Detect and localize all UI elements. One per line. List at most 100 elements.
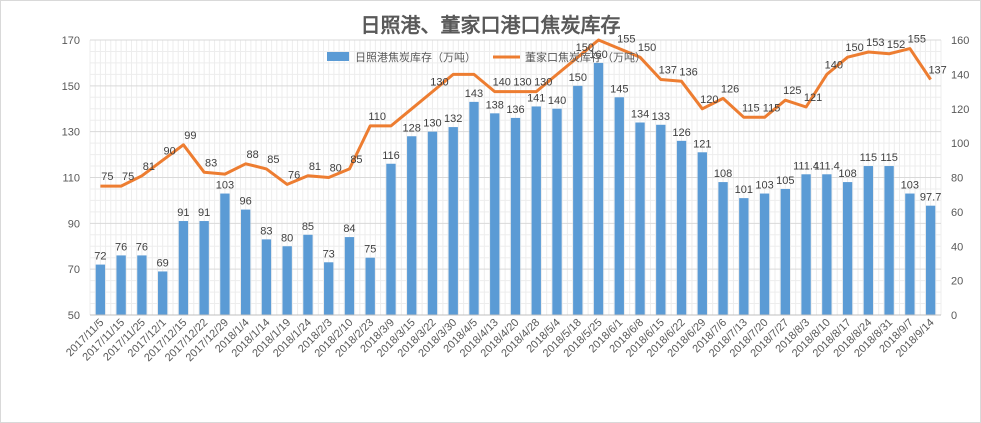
bar-data-label: 97.7 xyxy=(920,192,941,204)
bar xyxy=(220,193,230,315)
bar-data-label: 130 xyxy=(423,118,441,130)
line-data-label: 155 xyxy=(908,34,926,46)
bar xyxy=(157,271,168,315)
bar-data-label: 140 xyxy=(548,95,566,107)
bar xyxy=(469,101,479,315)
right-axis-tick-label: 60 xyxy=(951,207,963,219)
bar xyxy=(510,117,521,316)
line-data-label: 130 xyxy=(430,77,448,89)
line-data-label: 115 xyxy=(763,102,781,114)
bar-data-label: 91 xyxy=(198,207,210,219)
line-data-label: 80 xyxy=(330,163,342,175)
line-data-label: 125 xyxy=(783,85,801,97)
bar xyxy=(531,106,541,315)
bar-data-label: 103 xyxy=(901,180,919,192)
bar-data-label: 76 xyxy=(115,241,127,253)
bar-data-label: 132 xyxy=(444,113,462,125)
bar-data-label: 73 xyxy=(323,248,335,260)
bar-data-label: 105 xyxy=(776,175,794,187)
bar-data-label: 143 xyxy=(465,88,483,100)
line-data-label: 137 xyxy=(928,65,946,77)
bar xyxy=(427,131,438,315)
bar xyxy=(614,97,624,316)
line-data-label: 155 xyxy=(617,34,635,46)
bar xyxy=(324,262,334,315)
right-axis-tick-label: 160 xyxy=(951,35,969,47)
bar-data-label: 111.4 xyxy=(814,160,840,172)
bar xyxy=(95,264,106,315)
right-axis-tick-label: 80 xyxy=(951,173,963,185)
bar-data-label: 72 xyxy=(94,251,106,263)
bar xyxy=(656,124,666,316)
bar-data-label: 96 xyxy=(240,196,252,208)
line-data-label: 75 xyxy=(122,171,134,183)
right-axis-tick-label: 40 xyxy=(951,241,963,253)
line-data-label: 115 xyxy=(742,102,760,114)
bar-data-label: 115 xyxy=(860,152,878,164)
legend-label-bar: 日照港焦炭库存（万吨） xyxy=(355,50,476,64)
bar-data-label: 150 xyxy=(569,72,587,84)
line-data-label: 75 xyxy=(101,171,113,183)
bar-data-label: 83 xyxy=(260,225,272,237)
bar-data-label: 91 xyxy=(177,207,189,219)
bar xyxy=(759,193,770,315)
bar-data-label: 121 xyxy=(693,138,711,150)
bar xyxy=(282,246,292,315)
bar xyxy=(137,255,147,315)
bar xyxy=(925,205,936,315)
line-data-label: 130 xyxy=(513,77,531,89)
bar-data-label: 111.4 xyxy=(793,160,819,172)
right-axis-tick-label: 140 xyxy=(951,69,969,81)
line-data-label: 137 xyxy=(659,65,677,77)
line-data-label: 76 xyxy=(288,169,300,181)
line-data-label: 81 xyxy=(143,161,155,173)
bar xyxy=(116,255,126,315)
bar xyxy=(490,113,500,315)
bar-data-label: 128 xyxy=(403,122,421,134)
bar-data-label: 84 xyxy=(343,223,355,235)
bar xyxy=(863,166,874,315)
bar-data-label: 116 xyxy=(382,150,400,162)
bar xyxy=(407,136,417,315)
bar xyxy=(448,127,458,315)
bar-data-label: 134 xyxy=(631,109,649,121)
bar-data-label: 115 xyxy=(880,152,898,164)
bar xyxy=(697,152,707,315)
left-axis-tick-label: 150 xyxy=(62,81,80,93)
line-data-label: 150 xyxy=(576,42,594,54)
line-data-label: 150 xyxy=(638,42,656,54)
bar xyxy=(780,188,790,315)
bar-data-label: 126 xyxy=(672,127,690,139)
bar xyxy=(739,198,749,315)
bar xyxy=(365,257,375,315)
bar-data-label: 141 xyxy=(527,92,545,104)
right-axis-tick-label: 20 xyxy=(951,276,963,288)
right-axis-tick-label: 120 xyxy=(951,104,969,116)
bar xyxy=(884,166,894,315)
bar-data-label: 103 xyxy=(755,180,773,192)
bar-data-label: 108 xyxy=(838,168,856,180)
bar xyxy=(241,209,251,315)
bar xyxy=(635,122,645,315)
line-data-label: 90 xyxy=(164,145,176,157)
line-data-label: 88 xyxy=(247,149,259,161)
bar xyxy=(676,140,687,315)
right-axis-tick-label: 0 xyxy=(951,310,957,322)
bar-data-label: 75 xyxy=(364,244,376,256)
bar xyxy=(178,221,189,315)
bar xyxy=(344,237,355,315)
line-data-label: 83 xyxy=(205,157,217,169)
line-data-label: 152 xyxy=(887,39,905,51)
bar-data-label: 85 xyxy=(302,221,314,233)
bar xyxy=(822,174,832,315)
bar xyxy=(303,234,313,315)
bar-data-label: 145 xyxy=(610,83,628,95)
left-axis-tick-label: 110 xyxy=(62,173,80,185)
line-data-label: 136 xyxy=(679,66,697,78)
bar-data-label: 103 xyxy=(216,180,234,192)
line-data-label: 140 xyxy=(825,59,843,71)
bar xyxy=(386,163,396,315)
bar-data-label: 136 xyxy=(506,104,524,116)
line-data-label: 140 xyxy=(493,77,511,89)
